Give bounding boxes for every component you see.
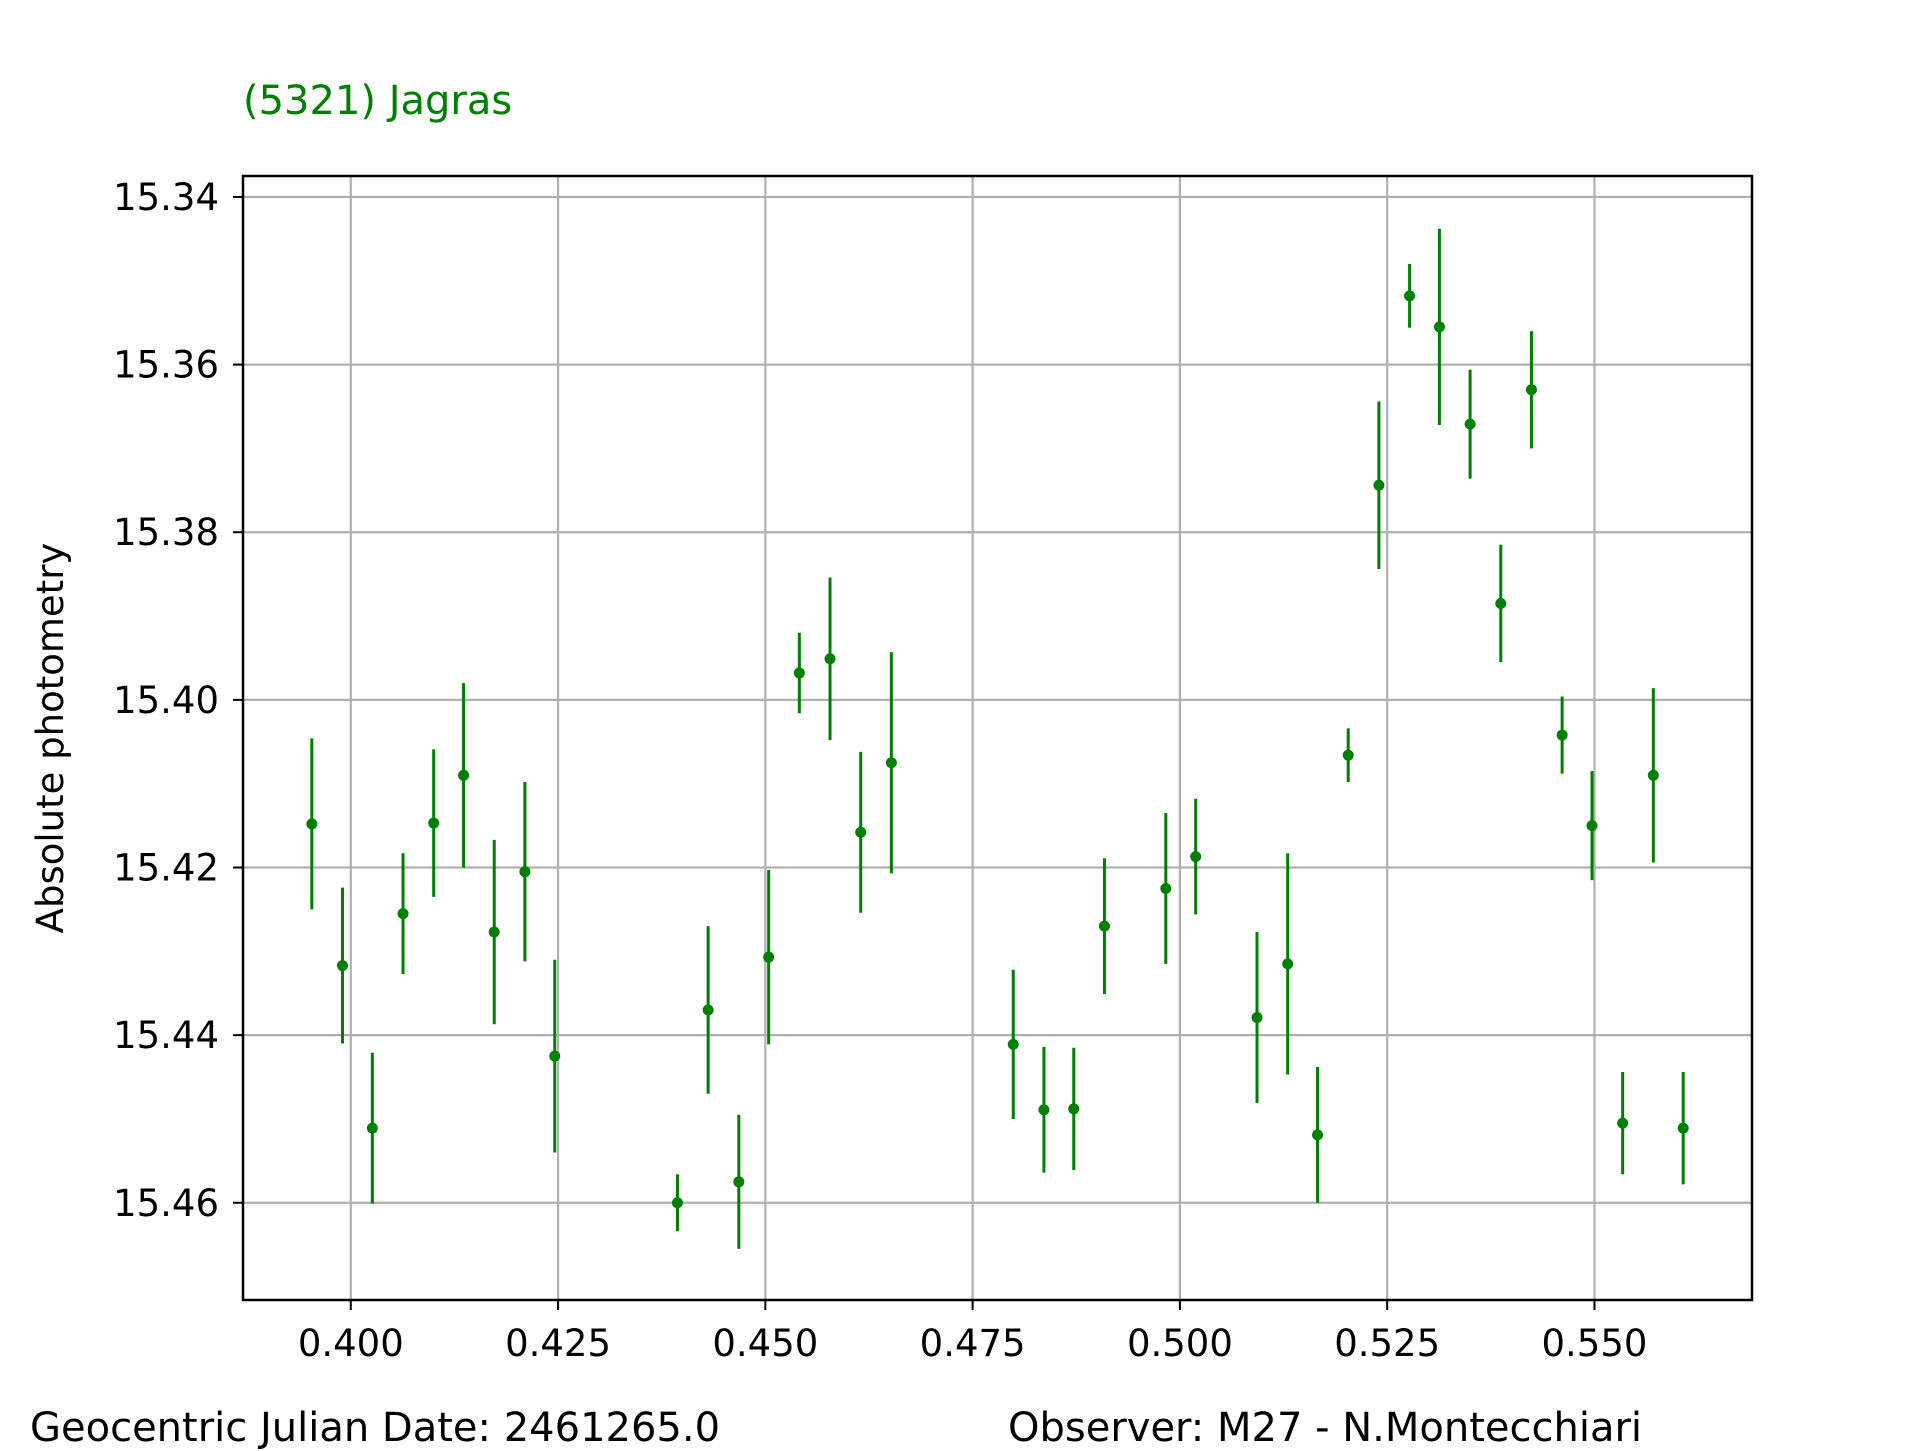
y-tick-label: 15.40 [113, 679, 219, 722]
data-point [824, 653, 836, 665]
data-point [1282, 958, 1294, 970]
data-point [1160, 882, 1172, 894]
data-point [1495, 597, 1507, 609]
data-point [1556, 729, 1568, 741]
x-tick-label: 0.400 [298, 1322, 404, 1365]
data-point [428, 817, 440, 829]
y-tick-label: 15.46 [113, 1182, 219, 1225]
y-tick-label: 15.34 [113, 176, 219, 219]
data-point [336, 960, 348, 972]
data-point [1404, 290, 1416, 302]
data-point [1251, 1012, 1263, 1024]
data-point [1190, 851, 1202, 863]
data-point [1068, 1103, 1080, 1115]
data-point [702, 1004, 714, 1016]
data-point [1617, 1117, 1629, 1129]
data-point [1007, 1038, 1019, 1050]
x-tick-label: 0.500 [1127, 1322, 1233, 1365]
chart-title: (5321) Jagras [243, 78, 512, 124]
data-point [366, 1122, 378, 1134]
error-bars [310, 228, 1685, 1249]
x-tick-label: 0.475 [920, 1322, 1026, 1365]
data-point [763, 951, 775, 963]
x-tick-label: 0.525 [1334, 1322, 1440, 1365]
y-axis: 15.34 15.36 15.38 15.40 15.42 15.44 15.46 [113, 176, 243, 1225]
y-axis-label: Absolute photometry [29, 543, 72, 934]
data-point [1677, 1122, 1689, 1134]
data-point [1647, 769, 1659, 781]
data-point [793, 667, 805, 679]
data-point [733, 1176, 745, 1188]
data-points [306, 290, 1689, 1209]
x-tick-label: 0.550 [1541, 1322, 1647, 1365]
x-tick-label: 0.450 [712, 1322, 818, 1365]
x-axis: 0.400 0.425 0.450 0.475 0.500 0.525 0.550 [298, 1300, 1647, 1365]
data-point [1586, 820, 1598, 832]
data-point [885, 757, 897, 769]
plot-frame [241, 174, 1754, 1302]
data-point [1038, 1104, 1050, 1116]
julian-date-label: Geocentric Julian Date: 2461265.0 [30, 1405, 721, 1451]
data-point [1464, 418, 1476, 430]
y-tick-label: 15.44 [113, 1014, 219, 1057]
data-point [488, 926, 500, 938]
y-tick-label: 15.42 [113, 846, 219, 889]
data-point [855, 826, 867, 838]
x-tick-label: 0.425 [505, 1322, 611, 1365]
y-tick-label: 15.38 [113, 511, 219, 554]
data-point [458, 769, 470, 781]
data-point [1525, 384, 1537, 396]
data-point [549, 1050, 561, 1062]
data-point [1312, 1129, 1324, 1141]
data-point [1098, 920, 1110, 932]
data-point [397, 908, 409, 920]
data-point [306, 818, 318, 830]
observer-label: Observer: M27 - N.Montecchiari [1008, 1405, 1643, 1451]
data-point [671, 1197, 683, 1209]
data-point [1373, 479, 1385, 491]
data-point [1433, 321, 1445, 333]
data-point [519, 866, 531, 878]
grid [243, 176, 1752, 1300]
data-point [1342, 749, 1354, 761]
y-tick-label: 15.36 [113, 344, 219, 387]
